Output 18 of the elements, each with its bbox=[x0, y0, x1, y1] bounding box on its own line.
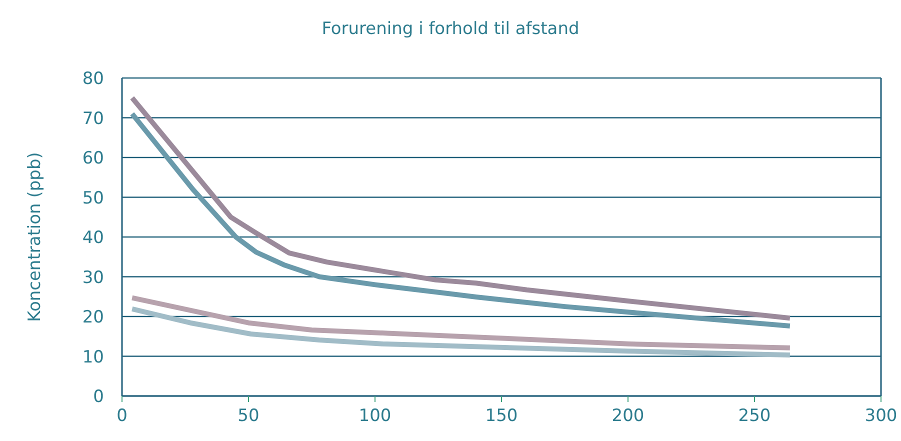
y-tick-label: 50 bbox=[82, 188, 104, 208]
y-tick-label: 10 bbox=[82, 347, 104, 368]
x-tick-label: 150 bbox=[485, 406, 518, 426]
y-tick-label: 20 bbox=[82, 308, 104, 328]
x-tick-label: 100 bbox=[358, 406, 392, 426]
x-tick-label: 0 bbox=[116, 406, 128, 426]
y-axis-title: Koncentration (ppb) bbox=[25, 152, 45, 322]
x-tick-label: 250 bbox=[738, 406, 771, 426]
y-tick-label: 40 bbox=[82, 228, 104, 248]
x-tick-label: 50 bbox=[238, 406, 260, 426]
y-tick-label: 60 bbox=[82, 148, 104, 168]
y-tick-label: 30 bbox=[82, 268, 104, 288]
x-tick-label: 300 bbox=[864, 406, 898, 426]
chart-title: Forurening i forhold til afstand bbox=[322, 19, 580, 39]
y-tick-label: 80 bbox=[82, 69, 104, 89]
y-tick-label: 0 bbox=[93, 387, 104, 407]
x-tick-label: 200 bbox=[612, 406, 644, 426]
y-tick-label: 70 bbox=[82, 108, 104, 129]
